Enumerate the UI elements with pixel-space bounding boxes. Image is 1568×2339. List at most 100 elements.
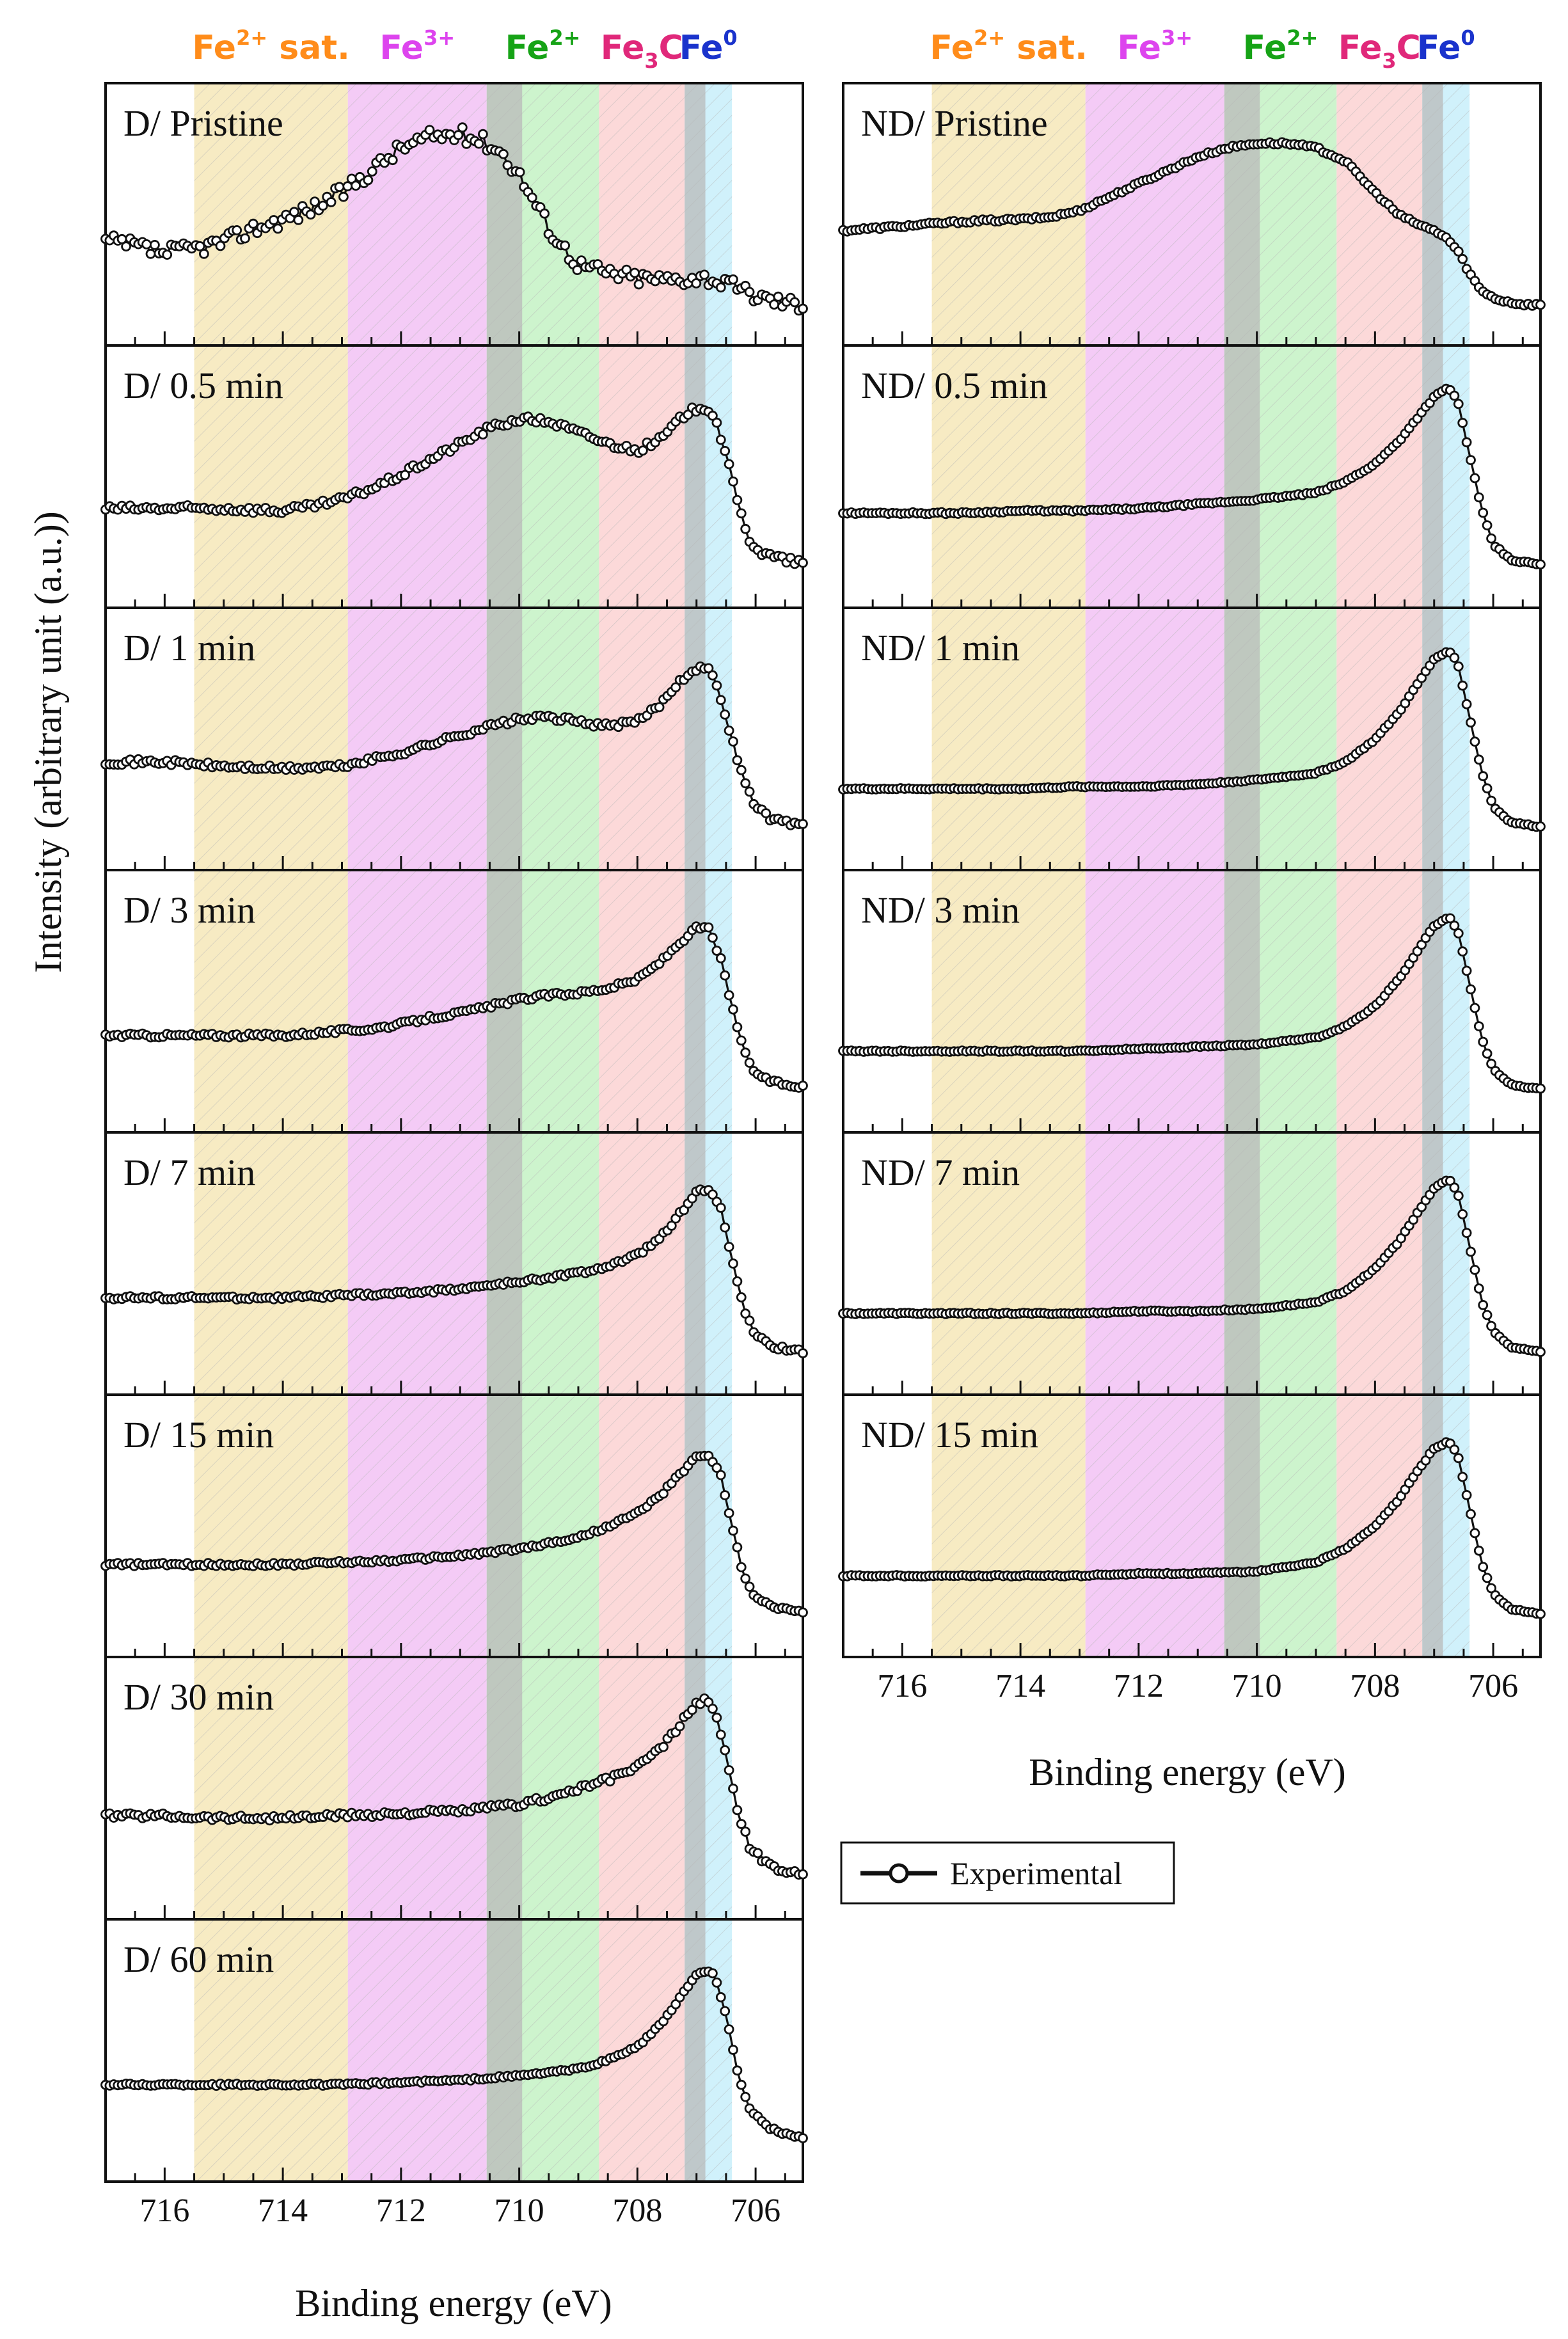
region-label-fe3c: Fe3C	[601, 29, 683, 73]
panel-nd-7-min: ND/ 7 min	[838, 1131, 1546, 1396]
x-tick-label: 708	[612, 2192, 662, 2229]
data-point	[1466, 984, 1476, 995]
series-markers-nd-1-min	[838, 647, 1546, 832]
data-point	[703, 922, 714, 933]
data-point	[1486, 533, 1497, 544]
data-point	[1486, 1058, 1497, 1069]
data-point	[1478, 1036, 1489, 1047]
data-point	[1445, 913, 1455, 924]
panel-label: ND/ 15 min	[861, 1414, 1038, 1455]
data-point	[715, 434, 726, 445]
data-point	[1535, 1083, 1546, 1094]
data-point	[1473, 1545, 1484, 1556]
data-point	[732, 495, 743, 505]
data-point	[145, 248, 156, 259]
data-point	[728, 476, 738, 487]
data-point	[1449, 1182, 1460, 1193]
data-point	[1453, 661, 1464, 672]
data-point	[424, 125, 435, 136]
panel-frame	[842, 1393, 1542, 1658]
data-point	[1457, 418, 1468, 428]
data-point	[198, 248, 209, 259]
data-point	[715, 695, 726, 706]
data-point	[798, 819, 808, 829]
data-point	[789, 297, 800, 308]
data-point	[724, 459, 734, 470]
data-point	[351, 180, 361, 191]
data-point	[1453, 928, 1464, 939]
data-point	[744, 1582, 755, 1592]
data-point	[699, 269, 709, 280]
data-point	[363, 175, 374, 186]
data-point	[761, 808, 772, 818]
region-label-fe3c: Fe3C	[1338, 29, 1421, 73]
data-point	[736, 508, 747, 519]
panel-frame	[104, 1918, 804, 2183]
data-point	[728, 736, 738, 747]
panel-label: D/ 60 min	[123, 1939, 274, 1980]
panel-d-pristine: D/ Pristine	[100, 82, 808, 347]
data-point	[720, 1490, 731, 1501]
data-point	[400, 470, 410, 480]
data-point	[732, 2065, 743, 2076]
data-point	[1461, 1228, 1472, 1238]
region-label-fe3: Fe3+	[1117, 26, 1192, 67]
x-tick-label: 710	[1232, 1668, 1282, 1704]
x-tick-label: 706	[1468, 1668, 1518, 1704]
series-markers-nd-pristine	[838, 137, 1546, 311]
data-point	[1461, 965, 1472, 976]
data-point	[1482, 1573, 1493, 1583]
data-point	[338, 191, 349, 202]
data-point	[769, 299, 779, 310]
x-tick-label: 714	[995, 1668, 1045, 1704]
data-point	[1486, 1320, 1497, 1331]
series-markers-d-0-5-min	[100, 402, 808, 569]
data-point	[736, 765, 747, 775]
data-point	[732, 1805, 743, 1816]
data-point	[273, 223, 283, 234]
data-point	[798, 557, 808, 568]
region-label-fe2-sat: Fe2+ sat.	[930, 26, 1088, 67]
series-markers-d-30-min	[100, 1693, 808, 1880]
data-point	[715, 953, 726, 963]
data-point	[1473, 1021, 1484, 1031]
data-point	[724, 2024, 734, 2034]
data-point	[232, 225, 242, 235]
legend-box: Experimental	[840, 1841, 1175, 1905]
data-point	[1466, 1246, 1476, 1257]
series-markers-d-1-min	[100, 661, 808, 830]
data-point	[478, 429, 488, 440]
x-tick-label: 716	[139, 2192, 189, 2229]
data-point	[740, 523, 751, 534]
data-point	[670, 682, 681, 693]
data-point	[1449, 653, 1460, 663]
panel-label: D/ 1 min	[123, 627, 255, 669]
data-point	[630, 267, 640, 278]
panel-d-15-min: D/ 15 min	[100, 1393, 808, 1658]
panel-label: ND/ 1 min	[861, 627, 1020, 669]
data-point	[798, 2133, 808, 2144]
data-point	[1449, 920, 1460, 931]
data-point	[248, 218, 258, 229]
data-point	[1466, 717, 1476, 728]
x-tick-label: 710	[495, 2192, 544, 2229]
data-point	[744, 786, 755, 797]
data-point	[1473, 754, 1484, 765]
data-point	[711, 1712, 722, 1723]
data-point	[711, 1977, 722, 1988]
data-point	[708, 1703, 718, 1714]
data-point	[732, 1542, 743, 1553]
region-label-fe2: Fe2+	[1243, 26, 1319, 67]
data-point	[1449, 390, 1460, 401]
data-point	[798, 303, 808, 314]
data-point	[1457, 1471, 1468, 1482]
data-point	[728, 1004, 738, 1015]
data-point	[334, 182, 345, 193]
data-point	[1469, 1528, 1480, 1539]
data-point	[720, 970, 731, 981]
series-markers-nd-0-5-min	[838, 383, 1546, 570]
data-point	[240, 233, 250, 244]
panel-label: D/ 7 min	[123, 1152, 255, 1193]
